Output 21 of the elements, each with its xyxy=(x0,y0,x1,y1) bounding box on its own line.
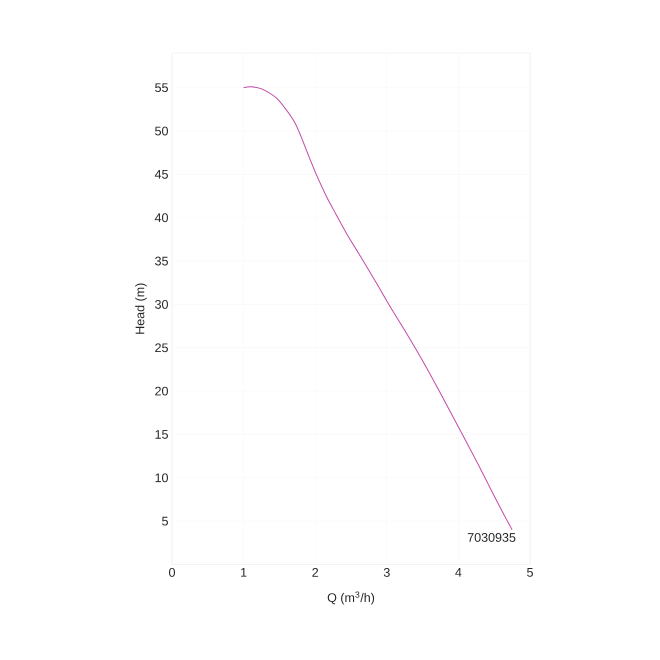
y-tick-label: 50 xyxy=(155,126,168,136)
x-axis-title: Q (m$^{3}$/h) xyxy=(328,591,374,605)
y-tick-label: 10 xyxy=(156,473,168,482)
y-axis-title: Head (m) xyxy=(135,283,147,334)
x-tick-label: 2 xyxy=(312,568,318,577)
y-tick-label: 40 xyxy=(154,213,168,222)
series-label: 7030935 xyxy=(468,533,516,542)
y-tick-label: 15 xyxy=(156,430,168,439)
y-tick-label: 55 xyxy=(155,83,168,92)
y-tick-label: 35 xyxy=(155,256,168,266)
x-tick-label: 0 xyxy=(169,568,175,577)
line-series xyxy=(243,86,513,530)
y-tick-label: 30 xyxy=(155,300,168,309)
x-tick-label: 5 xyxy=(527,568,533,577)
y-tick-label: 5 xyxy=(162,516,168,526)
y-tick-label: 20 xyxy=(155,386,168,396)
y-tick-label: 45 xyxy=(154,170,168,179)
x-tick-label: 4 xyxy=(455,568,462,577)
x-tick-label: 3 xyxy=(384,568,390,577)
y-tick-label: 25 xyxy=(155,343,168,352)
x-tick-label: 1 xyxy=(241,568,246,577)
